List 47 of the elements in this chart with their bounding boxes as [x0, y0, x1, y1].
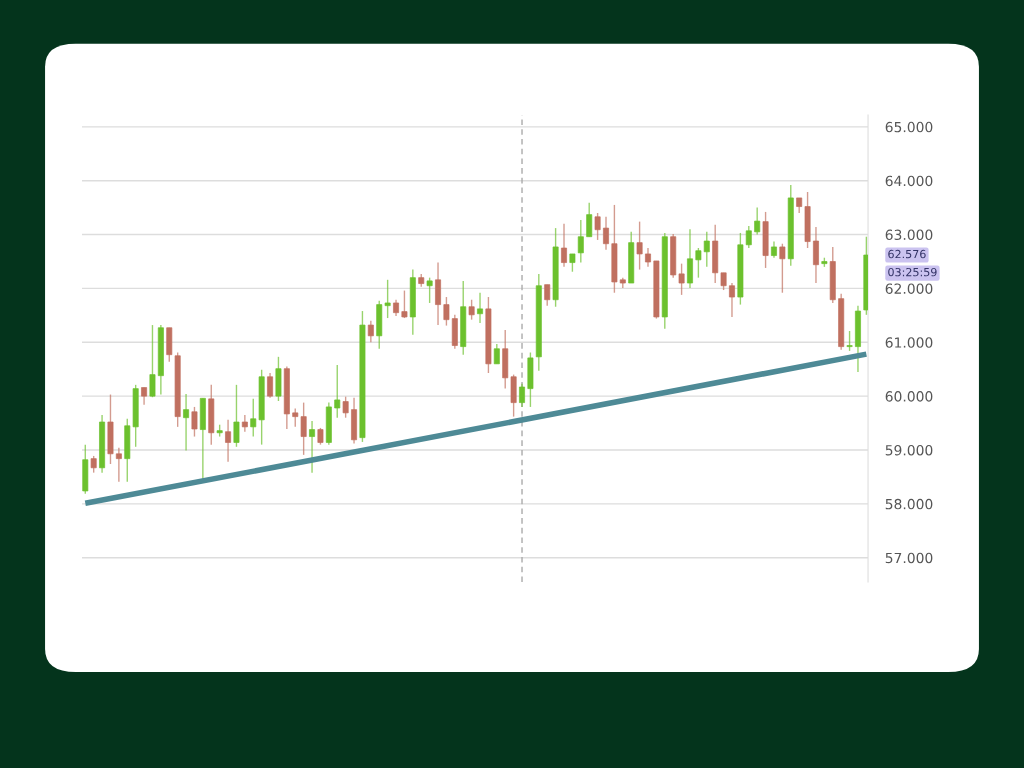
candlestick — [594, 212, 601, 241]
candlestick — [586, 202, 593, 238]
candlestick — [149, 324, 156, 398]
candlestick — [729, 282, 735, 318]
y-tick-label: 63.000 — [885, 229, 933, 241]
candlestick — [342, 395, 349, 419]
candlestick — [334, 364, 341, 419]
candlestick — [645, 247, 651, 268]
candlestick — [233, 384, 240, 448]
candlestick — [519, 383, 525, 408]
y-tick-label: 62.000 — [885, 283, 933, 294]
candlestick — [493, 343, 500, 365]
candlestick — [468, 299, 475, 321]
y-tick-label: 61.000 — [885, 337, 933, 348]
text: 03:25:59 — [888, 267, 937, 277]
candlestick — [367, 320, 374, 343]
candlestick — [183, 393, 190, 452]
candlestick — [561, 223, 567, 268]
candlestick — [401, 289, 408, 319]
y-tick-label: 65.000 — [885, 121, 933, 133]
candlestick — [846, 330, 853, 352]
candlestick — [636, 220, 643, 271]
candlestick — [115, 447, 122, 483]
candlestick — [426, 276, 433, 304]
y-tick-label: 64.000 — [885, 175, 933, 187]
candlestick — [603, 216, 609, 251]
candlestick — [745, 225, 752, 249]
candlestick — [544, 283, 551, 307]
y-tick-label: 60.000 — [885, 391, 933, 402]
candlestick — [695, 247, 702, 279]
candlestick — [779, 243, 786, 294]
candlestick — [309, 420, 315, 474]
candlestick — [577, 219, 584, 264]
candlestick — [191, 406, 198, 438]
y-tick-label: 57.000 — [885, 552, 933, 564]
candlestick — [678, 262, 685, 296]
candlestick — [477, 292, 483, 324]
candlestick — [384, 279, 391, 319]
y-tick-label: 58.000 — [885, 498, 933, 510]
y-tick-label: 59.000 — [885, 444, 933, 456]
candlestick — [813, 226, 819, 284]
candlestick — [443, 296, 450, 327]
candlestick — [267, 372, 274, 399]
candlestick — [703, 231, 710, 268]
candlestick — [754, 206, 761, 236]
text: 62.576 — [888, 249, 926, 259]
candlestick — [225, 419, 232, 463]
